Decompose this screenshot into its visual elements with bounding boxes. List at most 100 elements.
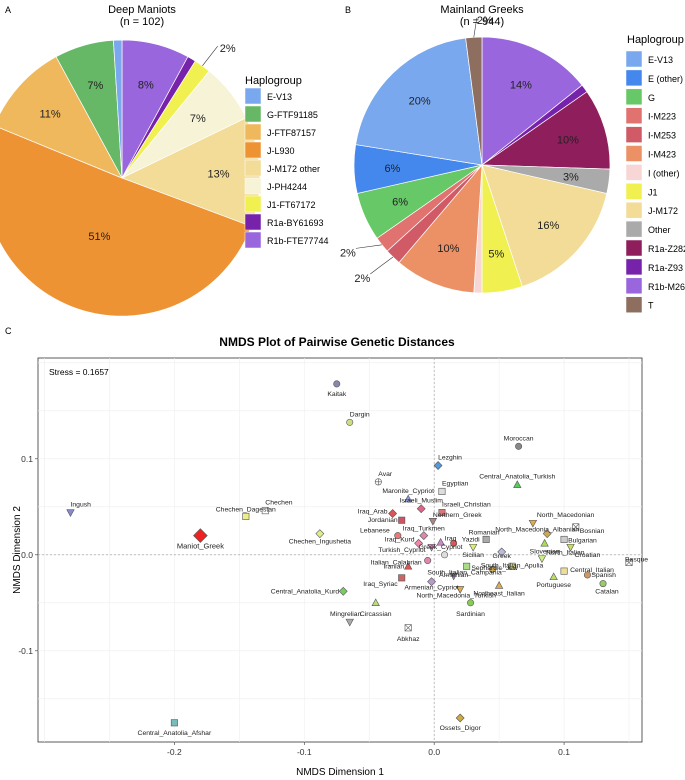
legend-mainland-greeks: Haplogroup E-V13 E (other) G I-M223 I-M253 I-… [625,34,685,313]
legend-b-item-g: G [648,93,655,103]
panel-label-c: C [5,326,12,336]
point-label-bosnian: Bosnian [580,528,605,535]
legend-b-item-i-m423: I-M423 [648,150,676,160]
legend-b-swatch-t [625,296,643,313]
point-label-north-macedonia-albanian: North_Macedonia_Albanian [495,527,579,534]
point-central-anatolia-kurd [338,586,348,596]
pie-b-leader-t [473,17,478,38]
pie-b-label-e-other: 6% [384,163,400,175]
point-label-lebanese: Lebanese [360,528,390,535]
point-chechen-dagestan [242,512,250,520]
legend-b-item-e-v13: E-V13 [648,55,673,65]
point-label-central-anatolia-kurd: Central_Anatolia_Kurd [271,588,340,595]
pie-b-title: Mainland Greeks [440,4,524,16]
point-dargin [346,418,354,426]
point-north-macedonia-turkish [455,586,465,594]
legend-b-swatch-g [625,88,643,106]
point-label-israeli-muslim: Israeli_Muslim [399,498,443,505]
pie-a-label-r1b-fte77744: 8% [138,79,154,91]
scatter-point-labels: Kaitak Dargin Moroccan Lezghin Central_Anato… [71,391,649,737]
point-label-north-italian: North_Italian [546,550,585,557]
point-avar-plus-glyph [375,478,382,486]
legend-a-swatch-r1a-by61693 [244,213,262,231]
pie-b-label-i-m223: 2% [340,247,356,259]
point-label-north-macedonian: North_Macedonian [537,512,595,519]
point-label-jordanian: Jordanian [368,517,398,524]
point-label-croatian: Croatian [575,552,601,559]
pie-b-slice-r1a-z282 [480,91,611,170]
point-label-dargin: Dargin [350,411,370,418]
point-label-kaitak: Kaitak [327,391,346,398]
pie-b-label-r1b-m269: 14% [510,79,532,91]
legend-a-item-j-l930: J-L930 [267,146,295,156]
y-tick-label: -0.1 [18,646,33,656]
point-label-yazidi: Yazidi [462,536,480,543]
point-label-egyptian: Egyptian [442,480,469,487]
legend-a-item-r1b-fte77744: R1b-FTE77744 [267,236,329,246]
pie-a-label-j-l930: 51% [88,231,110,243]
point-spanish [583,571,591,579]
legend-a-swatch-j1-ft67172 [244,195,262,213]
point-iraq-arab [388,509,398,518]
pie-b-leader-i-m253 [370,256,394,275]
pie-b-label-j-m172: 16% [537,220,559,232]
stress-annotation: Stress = 0.1657 [49,367,109,377]
legend-b-swatch-i-other [625,164,643,181]
legend-b-swatch-j-m172 [625,201,643,219]
y-tick-label: 0.1 [21,454,33,464]
point-label-moroccan: Moroccan [504,435,534,442]
legend-a-swatch-j-m172-other [244,159,262,177]
point-iraq-syriac [398,574,406,582]
point-label-iranian: Iranian [383,563,404,570]
point-label-ossets-digor: Ossets_Digor [440,725,482,732]
pie-a-slice-j-ftf87157 [0,56,123,179]
point-label-iraq: Iraq [445,535,457,542]
scatter-title: NMDS Plot of Pairwise Genetic Distances [219,335,455,349]
point-portuguese [549,572,558,581]
plot-grid [38,358,642,742]
point-label-iraq-turkmen: Iraq_Turkmen [403,526,445,533]
legend-b-item-r1a-z282: R1a-Z282 [648,244,685,254]
legend-b-item-r1b-m269: R1b-M269 [648,282,685,292]
plot-area [37,357,643,743]
point-kaitak [333,380,341,388]
panel-label-b: B [345,5,351,15]
pie-a-label-j-m172-other: 13% [207,169,229,181]
legend-b-item-e-other: E (other) [648,74,683,84]
point-israeli-christian [438,509,446,517]
legend-b-swatch-j1 [625,183,643,200]
point-central-italian [560,567,568,575]
pie-b-slice-e-v13 [355,37,483,166]
point-label-maronite-cypriot: Maronite_Cypriot [382,488,434,495]
point-croatian [566,543,575,552]
point-north-macedonia-albanian [542,529,552,539]
pie-a-label-j1-ft67172: 2% [220,43,236,55]
point-label-south-italian-apulia: South_Italian_Apulia [481,562,544,569]
point-north-italian [537,555,547,564]
point-turkish-cypriot [427,543,436,552]
point-label-central-anatolia-turkish: Central_Anatolia_Turkish [479,474,555,481]
point-label-armenian-cypriot: Armenian_Cypriot [404,585,459,592]
legend-a-item-j1-ft67172: J1-FT67172 [267,200,316,210]
point-yazidi [450,539,458,547]
point-sicilian [468,543,478,552]
point-south-italian-apulia [508,562,516,570]
point-label-northern-greek: Northern_Greek [433,512,482,519]
pie-b-label-j1: 5% [488,249,504,261]
legend-b-swatch-r1a-z93 [625,258,643,276]
point-label-north-macedonia-turkish: North_Macedonia_Turkish [416,592,496,599]
point-sephardic-jew [489,565,497,573]
scatter-points [66,380,633,727]
point-chechen-ingushetia [315,529,325,539]
point-italian-calabrian [424,557,432,565]
pie-a-title: Deep Maniots [108,4,176,16]
point-iranian [404,561,413,570]
pie-a-subtitle: (n = 102) [120,16,164,28]
legend-b-swatch-e-other [625,69,643,87]
point-sardinian [467,599,475,607]
point-label-basque: Basque [625,557,648,564]
legend-b-item-t: T [648,301,654,311]
point-north-macedonian [528,519,538,528]
point-northeast-italian [494,581,504,589]
point-slovenian [540,538,549,547]
